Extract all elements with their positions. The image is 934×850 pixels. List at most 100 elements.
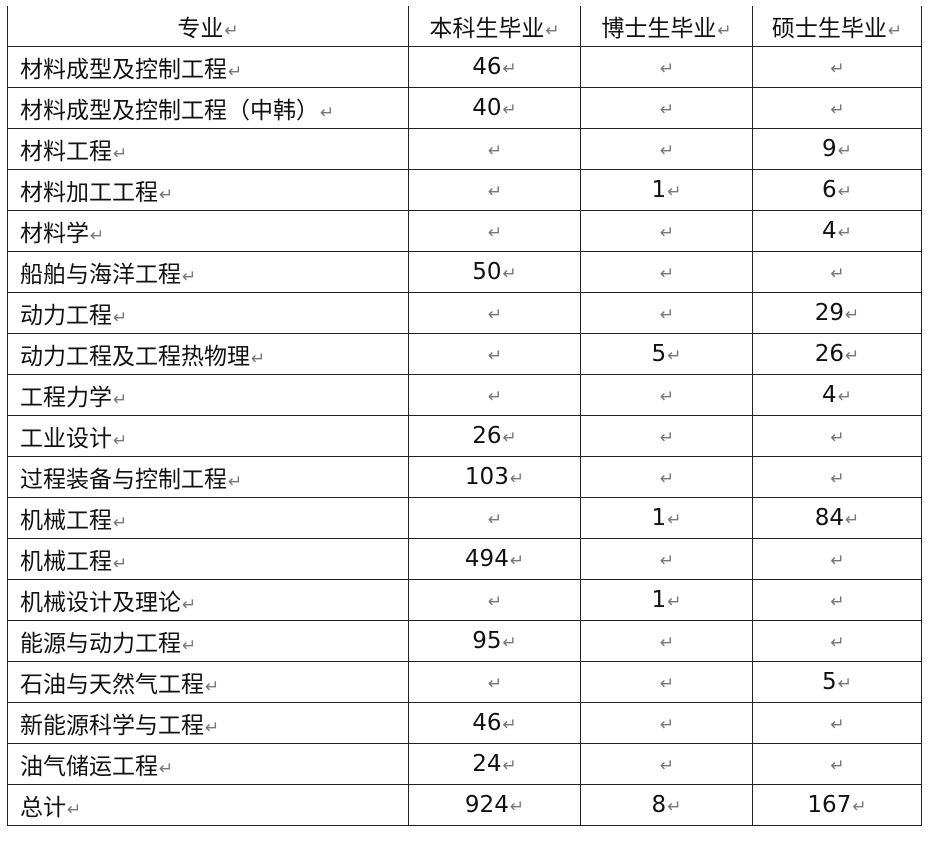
cell-doctor: ↵	[580, 46, 753, 88]
return-mark-icon: ↵	[113, 308, 128, 328]
cell-bachelor: 26↵	[408, 415, 581, 457]
return-mark-icon: ↵	[830, 756, 845, 776]
header-master: 硕士生毕业↵	[752, 6, 922, 47]
cell-master: 84↵	[752, 497, 922, 539]
cell-value: 26	[472, 423, 502, 449]
cell-value: 4	[822, 218, 837, 244]
cell-major: 机械工程↵	[7, 538, 409, 580]
return-mark-icon: ↵	[659, 141, 675, 161]
cell-value: 材料成型及控制工程	[20, 57, 227, 83]
return-mark-icon: ↵	[667, 592, 682, 612]
cell-doctor: 1↵	[580, 169, 753, 211]
header-label: 博士生毕业	[601, 16, 717, 42]
cell-bachelor: ↵	[408, 169, 581, 211]
return-mark-icon: ↵	[487, 305, 503, 325]
header-row: 专业↵ 本科生毕业↵ 博士生毕业↵ 硕士生毕业↵	[7, 6, 922, 47]
return-mark-icon: ↵	[182, 636, 197, 656]
cell-value: 103	[464, 464, 509, 490]
table-row: 材料成型及控制工程（中韩）↵ 40↵ ↵ ↵	[7, 87, 922, 129]
cell-bachelor: 40↵	[408, 87, 581, 129]
return-mark-icon: ↵	[659, 305, 675, 325]
cell-master: ↵	[752, 456, 922, 498]
return-mark-icon: ↵	[113, 554, 128, 574]
cell-bachelor: 46↵	[408, 46, 581, 88]
return-mark-icon: ↵	[502, 428, 517, 448]
table-row: 材料工程↵ ↵ ↵ 9↵	[7, 128, 922, 170]
return-mark-icon: ↵	[502, 633, 517, 653]
cell-value: 材料成型及控制工程（中韩）	[20, 98, 319, 124]
cell-major: 材料学↵	[7, 210, 409, 252]
cell-bachelor: ↵	[408, 210, 581, 252]
table-row: 能源与动力工程↵ 95↵ ↵ ↵	[7, 620, 922, 662]
cell-value: 46	[472, 54, 502, 80]
cell-value: 46	[472, 710, 502, 736]
return-mark-icon: ↵	[830, 715, 845, 735]
return-mark-icon: ↵	[487, 223, 503, 243]
cell-master: 4↵	[752, 210, 922, 252]
cell-bachelor: 50↵	[408, 251, 581, 293]
graduates-table: 专业↵ 本科生毕业↵ 博士生毕业↵ 硕士生毕业↵ 材料成型及控制工程↵ 46↵ ↵ ↵…	[7, 6, 922, 826]
header-bachelor: 本科生毕业↵	[408, 6, 581, 47]
return-mark-icon: ↵	[509, 469, 525, 489]
return-mark-icon: ↵	[251, 349, 266, 369]
table-row: 过程装备与控制工程↵ 103↵ ↵ ↵	[7, 456, 922, 498]
return-mark-icon: ↵	[659, 756, 675, 776]
return-mark-icon: ↵	[182, 267, 197, 287]
return-mark-icon: ↵	[509, 551, 525, 571]
cell-bachelor: ↵	[408, 661, 581, 703]
cell-doctor: ↵	[580, 702, 753, 744]
cell-major: 油气储运工程↵	[7, 743, 409, 785]
cell-master: 29↵	[752, 292, 922, 334]
table-row: 船舶与海洋工程↵ 50↵ ↵ ↵	[7, 251, 922, 293]
cell-bachelor: ↵	[408, 579, 581, 621]
cell-value: 工业设计	[20, 426, 112, 452]
cell-value: 过程装备与控制工程	[20, 467, 227, 493]
cell-value: 29	[814, 300, 845, 326]
cell-master: 5↵	[752, 661, 922, 703]
cell-value: 494	[464, 546, 509, 572]
header-label: 专业	[177, 16, 224, 42]
return-mark-icon: ↵	[159, 185, 174, 205]
cell-bachelor: 924↵	[408, 784, 581, 826]
cell-value: 8	[651, 792, 667, 818]
cell-master: ↵	[752, 87, 922, 129]
return-mark-icon: ↵	[228, 472, 243, 492]
cell-master: ↵	[752, 743, 922, 785]
return-mark-icon: ↵	[659, 264, 675, 284]
return-mark-icon: ↵	[502, 59, 517, 79]
cell-master: ↵	[752, 251, 922, 293]
cell-bachelor: ↵	[408, 374, 581, 416]
return-mark-icon: ↵	[667, 346, 682, 366]
table-row: 工程力学↵ ↵ ↵ 4↵	[7, 374, 922, 416]
cell-doctor: ↵	[580, 620, 753, 662]
cell-doctor: ↵	[580, 456, 753, 498]
return-mark-icon: ↵	[659, 674, 675, 694]
return-mark-icon: ↵	[659, 428, 675, 448]
cell-value: 9	[822, 136, 837, 162]
cell-bachelor: 103↵	[408, 456, 581, 498]
cell-master: ↵	[752, 702, 922, 744]
cell-master: 167↵	[752, 784, 922, 826]
cell-master: ↵	[752, 579, 922, 621]
return-mark-icon: ↵	[837, 182, 852, 202]
cell-value: 1	[651, 177, 667, 203]
cell-doctor: ↵	[580, 374, 753, 416]
table-row: 总计↵ 924↵ 8↵ 167↵	[7, 784, 922, 826]
cell-doctor: 5↵	[580, 333, 753, 375]
return-mark-icon: ↵	[502, 100, 517, 120]
return-mark-icon: ↵	[837, 387, 852, 407]
cell-value: 机械设计及理论	[20, 590, 181, 616]
return-mark-icon: ↵	[224, 21, 239, 41]
header-label: 硕士生毕业	[771, 16, 887, 42]
return-mark-icon: ↵	[487, 387, 503, 407]
return-mark-icon: ↵	[837, 674, 852, 694]
cell-master: 4↵	[752, 374, 922, 416]
header-label: 本科生毕业	[429, 16, 545, 42]
cell-major: 总计↵	[7, 784, 409, 826]
cell-value: 能源与动力工程	[20, 631, 181, 657]
cell-value: 40	[472, 95, 502, 121]
table-row: 动力工程↵ ↵ ↵ 29↵	[7, 292, 922, 334]
return-mark-icon: ↵	[830, 469, 845, 489]
cell-bachelor: 46↵	[408, 702, 581, 744]
table-row: 工业设计↵ 26↵ ↵ ↵	[7, 415, 922, 457]
